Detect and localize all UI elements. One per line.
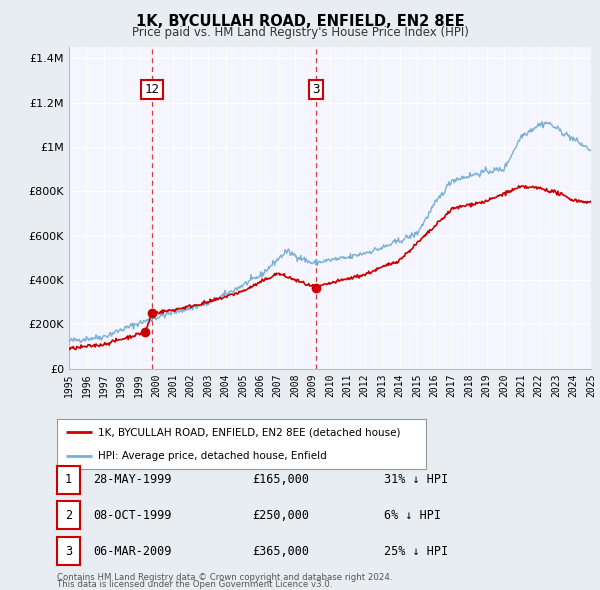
Text: 1K, BYCULLAH ROAD, ENFIELD, EN2 8EE (detached house): 1K, BYCULLAH ROAD, ENFIELD, EN2 8EE (det…	[98, 427, 400, 437]
Text: £365,000: £365,000	[252, 545, 309, 558]
Text: 3: 3	[65, 545, 72, 558]
Text: 3: 3	[312, 83, 319, 96]
Text: HPI: Average price, detached house, Enfield: HPI: Average price, detached house, Enfi…	[98, 451, 326, 461]
Text: 1K, BYCULLAH ROAD, ENFIELD, EN2 8EE: 1K, BYCULLAH ROAD, ENFIELD, EN2 8EE	[136, 14, 464, 29]
Text: 25% ↓ HPI: 25% ↓ HPI	[384, 545, 448, 558]
Text: 12: 12	[145, 83, 160, 96]
Text: 6% ↓ HPI: 6% ↓ HPI	[384, 509, 441, 522]
Text: 2: 2	[65, 509, 72, 522]
Text: 1: 1	[65, 473, 72, 486]
Text: Contains HM Land Registry data © Crown copyright and database right 2024.: Contains HM Land Registry data © Crown c…	[57, 572, 392, 582]
Text: 28-MAY-1999: 28-MAY-1999	[93, 473, 172, 486]
Text: 06-MAR-2009: 06-MAR-2009	[93, 545, 172, 558]
Text: This data is licensed under the Open Government Licence v3.0.: This data is licensed under the Open Gov…	[57, 579, 332, 589]
Text: Price paid vs. HM Land Registry's House Price Index (HPI): Price paid vs. HM Land Registry's House …	[131, 26, 469, 39]
Text: 08-OCT-1999: 08-OCT-1999	[93, 509, 172, 522]
Text: 31% ↓ HPI: 31% ↓ HPI	[384, 473, 448, 486]
Text: £250,000: £250,000	[252, 509, 309, 522]
Text: £165,000: £165,000	[252, 473, 309, 486]
